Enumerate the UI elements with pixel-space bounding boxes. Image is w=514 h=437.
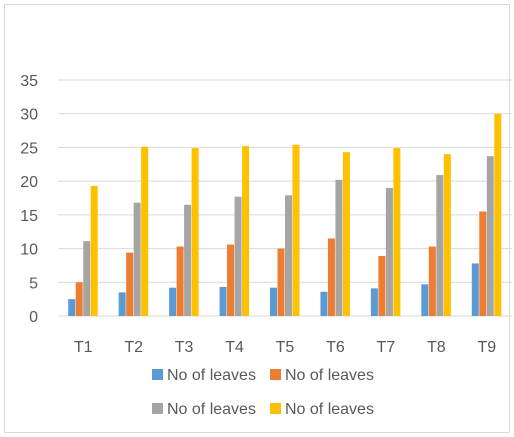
bar <box>83 241 91 316</box>
bar <box>479 211 487 316</box>
x-tick-label: T6 <box>326 339 345 356</box>
bar <box>378 255 386 316</box>
chart-frame <box>4 4 510 433</box>
y-tick-label: 30 <box>20 107 38 124</box>
bar <box>292 144 300 316</box>
bar <box>342 152 350 316</box>
bar <box>428 246 436 316</box>
bar <box>270 287 277 316</box>
bar <box>191 148 199 316</box>
bar <box>285 195 292 316</box>
y-tick-label: 15 <box>20 208 38 225</box>
bar <box>335 179 343 316</box>
legend-swatch <box>152 403 163 414</box>
y-axis: 0 5 10 15 20 25 30 35 <box>20 73 38 326</box>
legend-swatch <box>152 369 163 380</box>
bars <box>68 113 502 316</box>
x-tick-label: T8 <box>427 339 446 356</box>
legend-swatch <box>270 403 281 414</box>
legend-label: No of leaves <box>167 401 256 418</box>
y-tick-label: 0 <box>29 309 38 326</box>
bar <box>370 288 378 316</box>
bar <box>471 263 479 316</box>
legend-label: No of leaves <box>285 401 374 418</box>
x-axis: T1 T2 T3 T4 T5 T6 T7 T8 T9 <box>74 339 496 356</box>
legend-label: No of leaves <box>285 367 374 384</box>
y-tick-label: 20 <box>20 174 38 191</box>
legend-label: No of leaves <box>167 367 256 384</box>
bar <box>421 284 429 316</box>
y-tick-label: 10 <box>20 242 38 259</box>
legend-swatch <box>270 369 281 380</box>
bar <box>327 238 335 316</box>
x-tick-label: T9 <box>477 339 496 356</box>
bar <box>320 291 328 316</box>
bar <box>494 113 502 316</box>
bar <box>169 287 177 316</box>
bar <box>75 282 83 316</box>
x-tick-label: T7 <box>377 339 396 356</box>
bar <box>436 175 444 316</box>
bar <box>486 156 494 316</box>
x-tick-label: T3 <box>175 339 194 356</box>
bar <box>133 202 141 316</box>
y-tick-label: 35 <box>20 73 38 90</box>
legend: No of leaves No of leaves No of leaves No o… <box>152 367 374 418</box>
y-tick-label: 25 <box>20 140 38 157</box>
bar <box>234 196 242 316</box>
bar <box>227 244 235 316</box>
bar <box>90 185 98 316</box>
x-tick-label: T4 <box>225 339 244 356</box>
bar <box>141 146 149 316</box>
bar <box>242 146 250 316</box>
y-tick-label: 5 <box>29 275 38 292</box>
bar <box>219 287 227 316</box>
x-tick-label: T2 <box>124 339 143 356</box>
bar <box>176 246 184 316</box>
bar <box>277 248 285 316</box>
bar <box>385 187 393 316</box>
bar <box>184 204 192 316</box>
bar <box>68 299 76 316</box>
bar <box>393 148 401 316</box>
bar <box>443 154 451 316</box>
x-tick-label: T5 <box>276 339 295 356</box>
x-tick-label: T1 <box>74 339 93 356</box>
bar <box>126 252 134 316</box>
bar <box>118 292 126 316</box>
